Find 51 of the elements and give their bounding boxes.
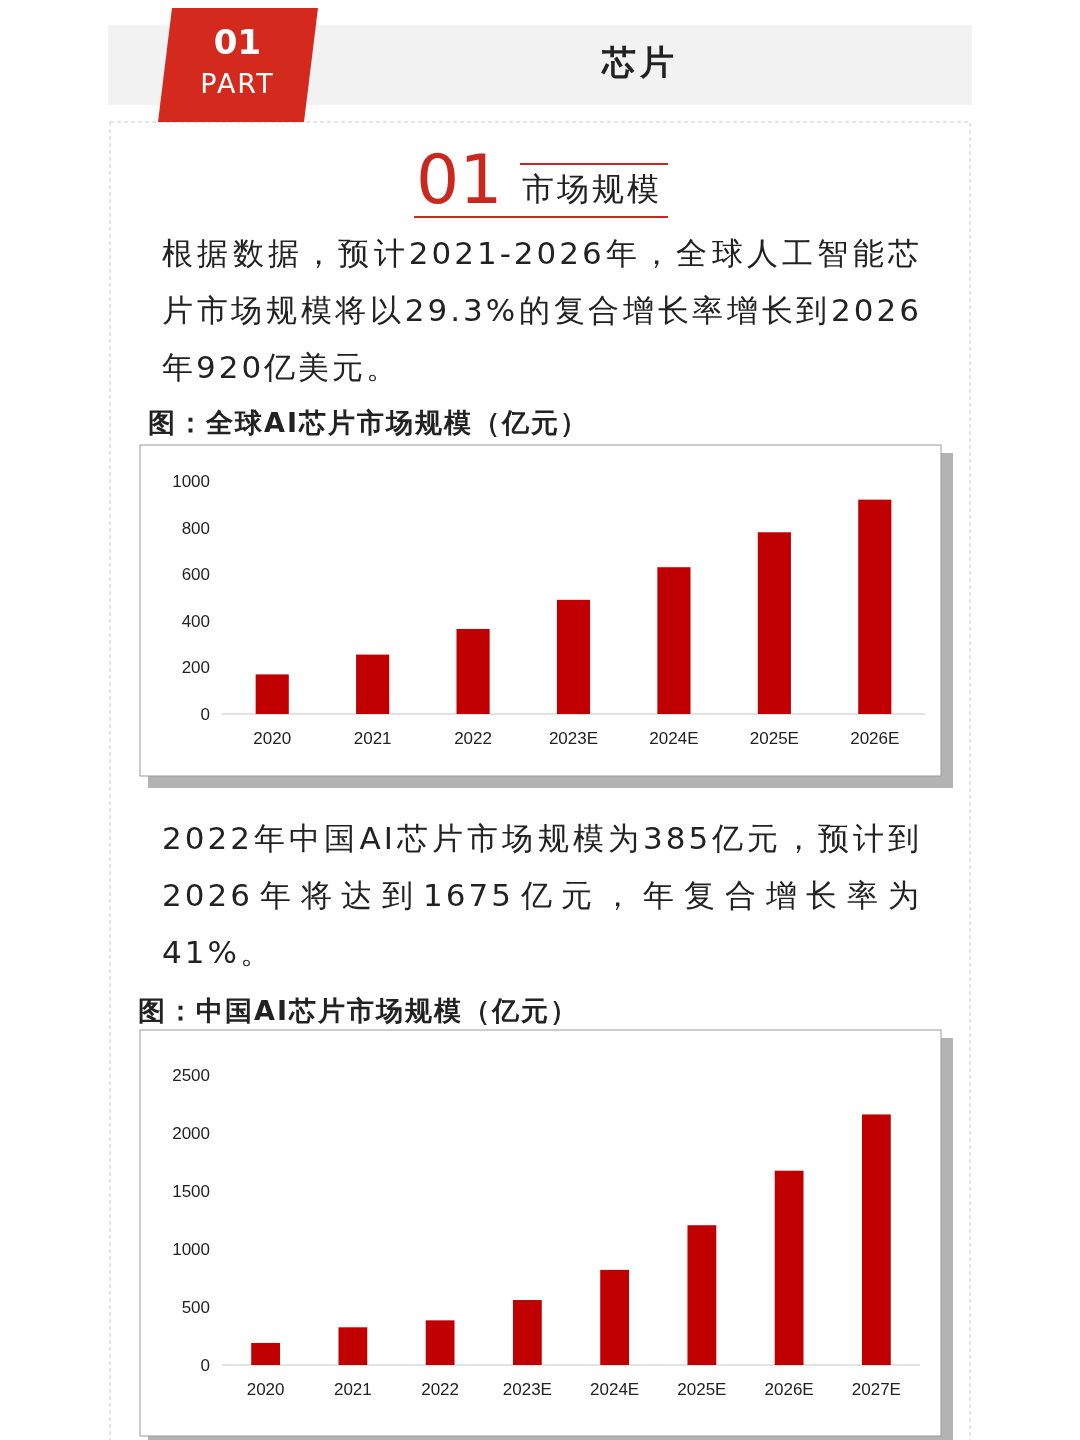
bar [255,674,289,714]
bar [251,1342,281,1365]
bar [657,567,691,714]
bar [600,1269,630,1365]
bar [456,628,490,714]
chart-title: 图：全球AI芯片市场规模（亿元） [148,406,589,440]
bar [757,532,791,714]
y-tick-label: 0 [200,705,210,724]
y-tick-label: 600 [181,565,210,585]
bar [687,1225,717,1365]
x-tick-label: 2023E [502,1380,552,1399]
text: PART [199,68,276,99]
y-tick-label: 2500 [172,1066,210,1085]
text: 01 [212,22,263,62]
x-tick-label: 2025E [749,729,799,748]
bar [512,1300,542,1365]
x-tick-label: 2026E [850,729,900,748]
y-tick-label: 1000 [172,472,210,491]
bar [556,599,591,714]
text: 01 [416,140,503,220]
text: 根据数据，预计2021-2026年，全球人工智能芯片市场规模将以29.3%的复合增长率增长到2026年920亿美元。 [162,234,922,387]
y-tick-label: 500 [181,1298,210,1317]
y-tick-label: 1500 [172,1182,210,1201]
x-tick-label: 2024E [649,729,699,748]
x-tick-label: 2020 [246,1380,285,1399]
chart-title: 图：中国AI芯片市场规模（亿元） [138,994,579,1028]
bar [338,1327,368,1365]
y-tick-label: 800 [181,518,210,538]
x-tick-label: 2021 [353,729,392,748]
text: 芯片 [600,41,679,84]
bar [858,499,892,714]
bar [861,1114,891,1365]
x-tick-label: 2022 [454,729,492,748]
y-tick-label: 400 [181,611,210,631]
y-tick-label: 1000 [172,1240,210,1259]
bar [425,1320,455,1365]
x-tick-label: 2020 [253,729,292,748]
x-tick-label: 2022 [421,1380,460,1399]
x-tick-label: 2024E [590,1380,640,1399]
y-tick-label: 2000 [172,1124,210,1143]
text: 2022年中国AI芯片市场规模为385亿元，预计到2026年将达到1675亿元，年复合增长率为41%。 [162,819,922,972]
y-tick-label: 0 [200,1356,210,1375]
bar [356,654,390,714]
text: 市场规模 [522,169,662,210]
x-tick-label: 2021 [333,1380,372,1399]
x-tick-label: 2026E [764,1380,814,1399]
x-tick-label: 2025E [677,1380,727,1399]
y-tick-label: 200 [181,658,210,678]
bar [774,1170,804,1365]
x-tick-label: 2023E [548,729,599,748]
x-tick-label: 2027E [851,1380,901,1399]
